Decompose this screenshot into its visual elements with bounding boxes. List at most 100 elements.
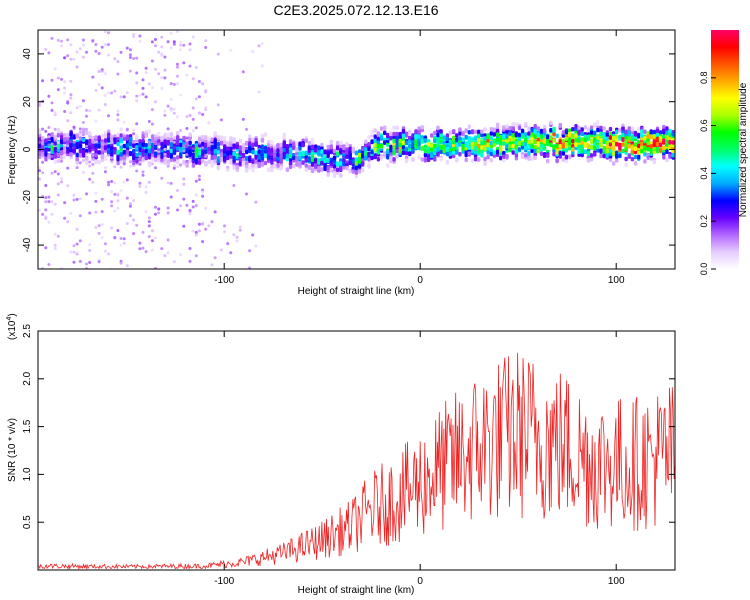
spectrogram-cell <box>461 143 465 149</box>
spectrogram-noise-cell <box>197 95 201 99</box>
spectrogram-cell <box>508 147 512 153</box>
spectrogram-noise-cell <box>172 40 176 44</box>
spectrogram-cell <box>398 142 402 148</box>
spectrogram-cell <box>135 135 139 140</box>
spectrogram-noise-cell <box>91 180 95 184</box>
spectrogram-cell <box>182 159 186 165</box>
spectrogram-noise-cell <box>260 64 264 68</box>
spectrogram-cell <box>97 144 101 149</box>
spectrogram-cell <box>213 138 217 144</box>
spectrogram-cell <box>530 136 534 141</box>
spectrogram-cell <box>326 158 330 163</box>
spectrogram-noise-cell <box>110 226 114 230</box>
spectrogram-cell <box>273 157 277 162</box>
spectrogram-cell <box>483 127 487 132</box>
spectrogram-cell <box>505 124 509 129</box>
spectrogram-cell <box>477 129 481 135</box>
spectrogram-noise-cell <box>78 105 82 108</box>
spectrogram-cell <box>254 159 258 164</box>
spectrogram-cell <box>245 140 249 146</box>
spectrogram-noise-cell <box>60 180 63 184</box>
spectrogram-cell <box>361 161 365 166</box>
y-tick-label: 0.5 <box>22 515 33 529</box>
spectrogram-y-label: Frequency (Hz) <box>7 116 18 185</box>
spectrogram-cell <box>608 131 613 137</box>
spectrogram-cell <box>389 147 393 152</box>
spectrogram-noise-cell <box>125 46 129 50</box>
spectrogram-cell <box>276 143 280 149</box>
spectrogram-cell <box>144 143 148 148</box>
spectrogram-noise-cell <box>169 31 173 35</box>
spectrogram-cell <box>78 136 83 141</box>
spectrogram-noise-cell <box>216 52 220 56</box>
spectrogram-noise-cell <box>157 148 161 151</box>
spectrogram-cell <box>373 143 377 148</box>
spectrogram-cell <box>599 153 603 159</box>
spectrogram-noise-cell <box>53 67 57 71</box>
spectrogram-noise-cell <box>182 197 186 201</box>
spectrogram-cell <box>103 145 108 151</box>
spectrogram-cell <box>216 150 221 155</box>
spectrogram-cell <box>53 148 58 153</box>
spectrogram-cell <box>439 145 443 150</box>
spectrogram-cell <box>176 159 180 165</box>
spectrogram-noise-cell <box>204 106 208 109</box>
spectrogram-noise-cell <box>182 182 186 186</box>
spectrogram-noise-cell <box>188 64 192 68</box>
spectrogram-cell <box>172 136 177 141</box>
spectrogram-cell <box>320 160 324 166</box>
spectrogram-cell <box>383 125 387 131</box>
spectrogram-cell <box>266 147 271 152</box>
spectrogram-cell <box>63 148 67 153</box>
spectrogram-cell <box>223 157 227 162</box>
spectrogram-cell <box>332 171 337 176</box>
spectrogram-cell <box>442 141 446 146</box>
spectrogram-cell <box>662 155 666 160</box>
spectrogram-cell <box>263 160 268 166</box>
spectrogram-cell <box>508 144 512 149</box>
spectrogram-cell <box>495 128 500 134</box>
spectrogram-cell <box>257 161 261 167</box>
spectrogram-noise-cell <box>147 143 151 147</box>
spectrogram-cell <box>433 156 437 162</box>
spectrogram-noise-cell <box>38 169 41 173</box>
spectrogram-cell <box>615 154 619 159</box>
spectrogram-noise-cell <box>166 211 170 215</box>
spectrogram-cell <box>219 152 224 157</box>
spectrogram-cell <box>401 150 406 155</box>
spectrogram-cell <box>599 149 603 154</box>
spectrogram-cell <box>263 153 268 158</box>
spectrogram-noise-cell <box>107 252 110 256</box>
spectrogram-noise-cell <box>128 53 132 57</box>
spectrogram-cell <box>439 156 443 162</box>
spectrogram-noise-cell <box>107 183 110 187</box>
spectrogram-cell <box>408 129 412 135</box>
spectrogram-noise-cell <box>38 208 41 212</box>
spectrogram-cell <box>580 131 584 137</box>
spectrogram-cell <box>163 134 167 139</box>
spectrogram-noise-cell <box>201 82 205 86</box>
spectrogram-noise-cell <box>41 127 45 131</box>
spectrogram-cell <box>75 142 79 147</box>
spectrogram-cell <box>150 134 155 139</box>
spectrogram-cell <box>552 138 556 143</box>
spectrogram-cell <box>564 141 569 147</box>
spectrogram-noise-cell <box>113 181 117 185</box>
spectrogram-noise-cell <box>97 52 101 55</box>
spectrogram-cell <box>430 153 434 159</box>
y-tick-label: 2.0 <box>22 371 33 385</box>
spectrogram-cell <box>56 153 61 158</box>
spectrogram-noise-cell <box>97 231 101 235</box>
spectrogram-cell <box>486 150 490 155</box>
spectrogram-cell <box>85 130 89 135</box>
spectrogram-cell <box>282 151 286 157</box>
spectrogram-noise-cell <box>103 242 107 246</box>
spectrogram-noise-cell <box>44 215 48 219</box>
spectrogram-cell <box>266 143 271 148</box>
spectrogram-noise-cell <box>60 132 63 136</box>
spectrogram-noise-cell <box>219 118 223 122</box>
spectrogram-noise-cell <box>116 60 120 64</box>
spectrogram-cell <box>580 148 584 154</box>
spectrogram-cell <box>483 141 487 146</box>
spectrogram-noise-cell <box>110 190 114 194</box>
